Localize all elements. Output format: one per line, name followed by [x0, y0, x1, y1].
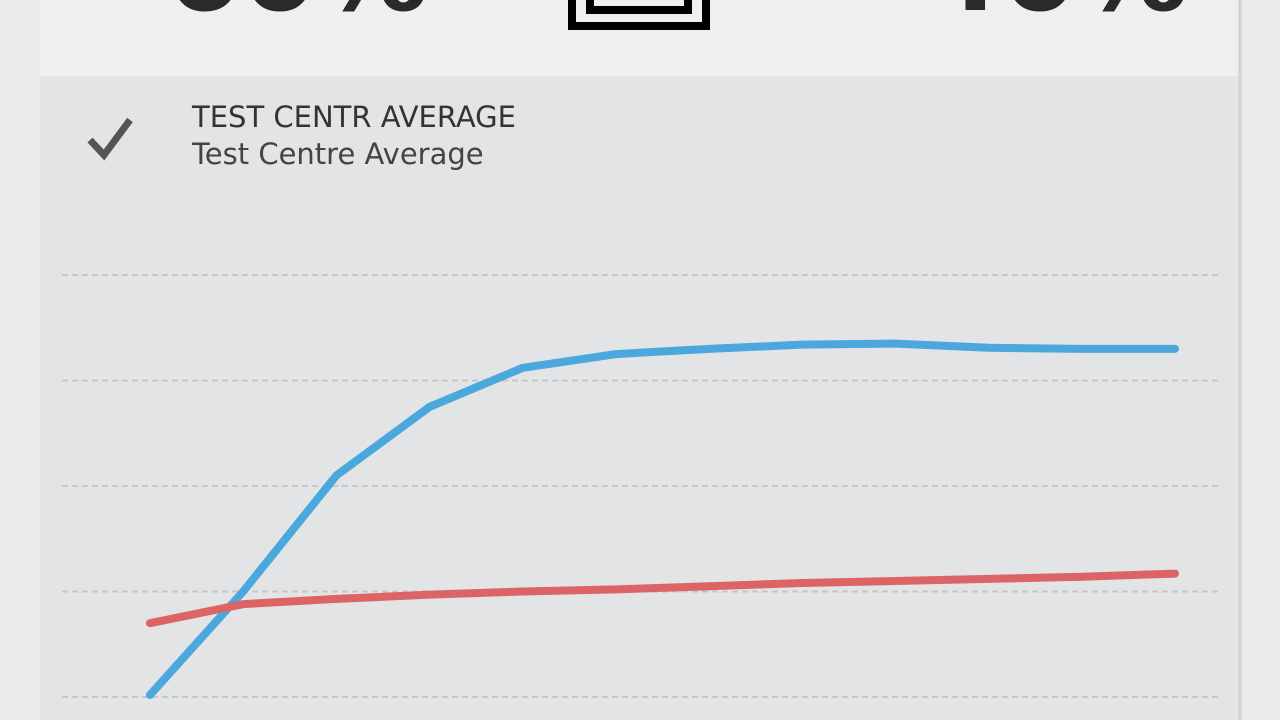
series-line	[146, 339, 1179, 699]
check-icon[interactable]	[87, 117, 133, 161]
icon	[568, 0, 710, 30]
stat-right: 40%	[925, 0, 1188, 36]
card-subtitle: Test Centre Average	[191, 137, 484, 171]
series-line	[146, 569, 1179, 628]
card-title: TEST CENTR AVERAGE	[191, 100, 516, 134]
stat-left: 60%	[165, 0, 428, 36]
plot	[62, 274, 1218, 699]
card-body	[40, 76, 1240, 720]
